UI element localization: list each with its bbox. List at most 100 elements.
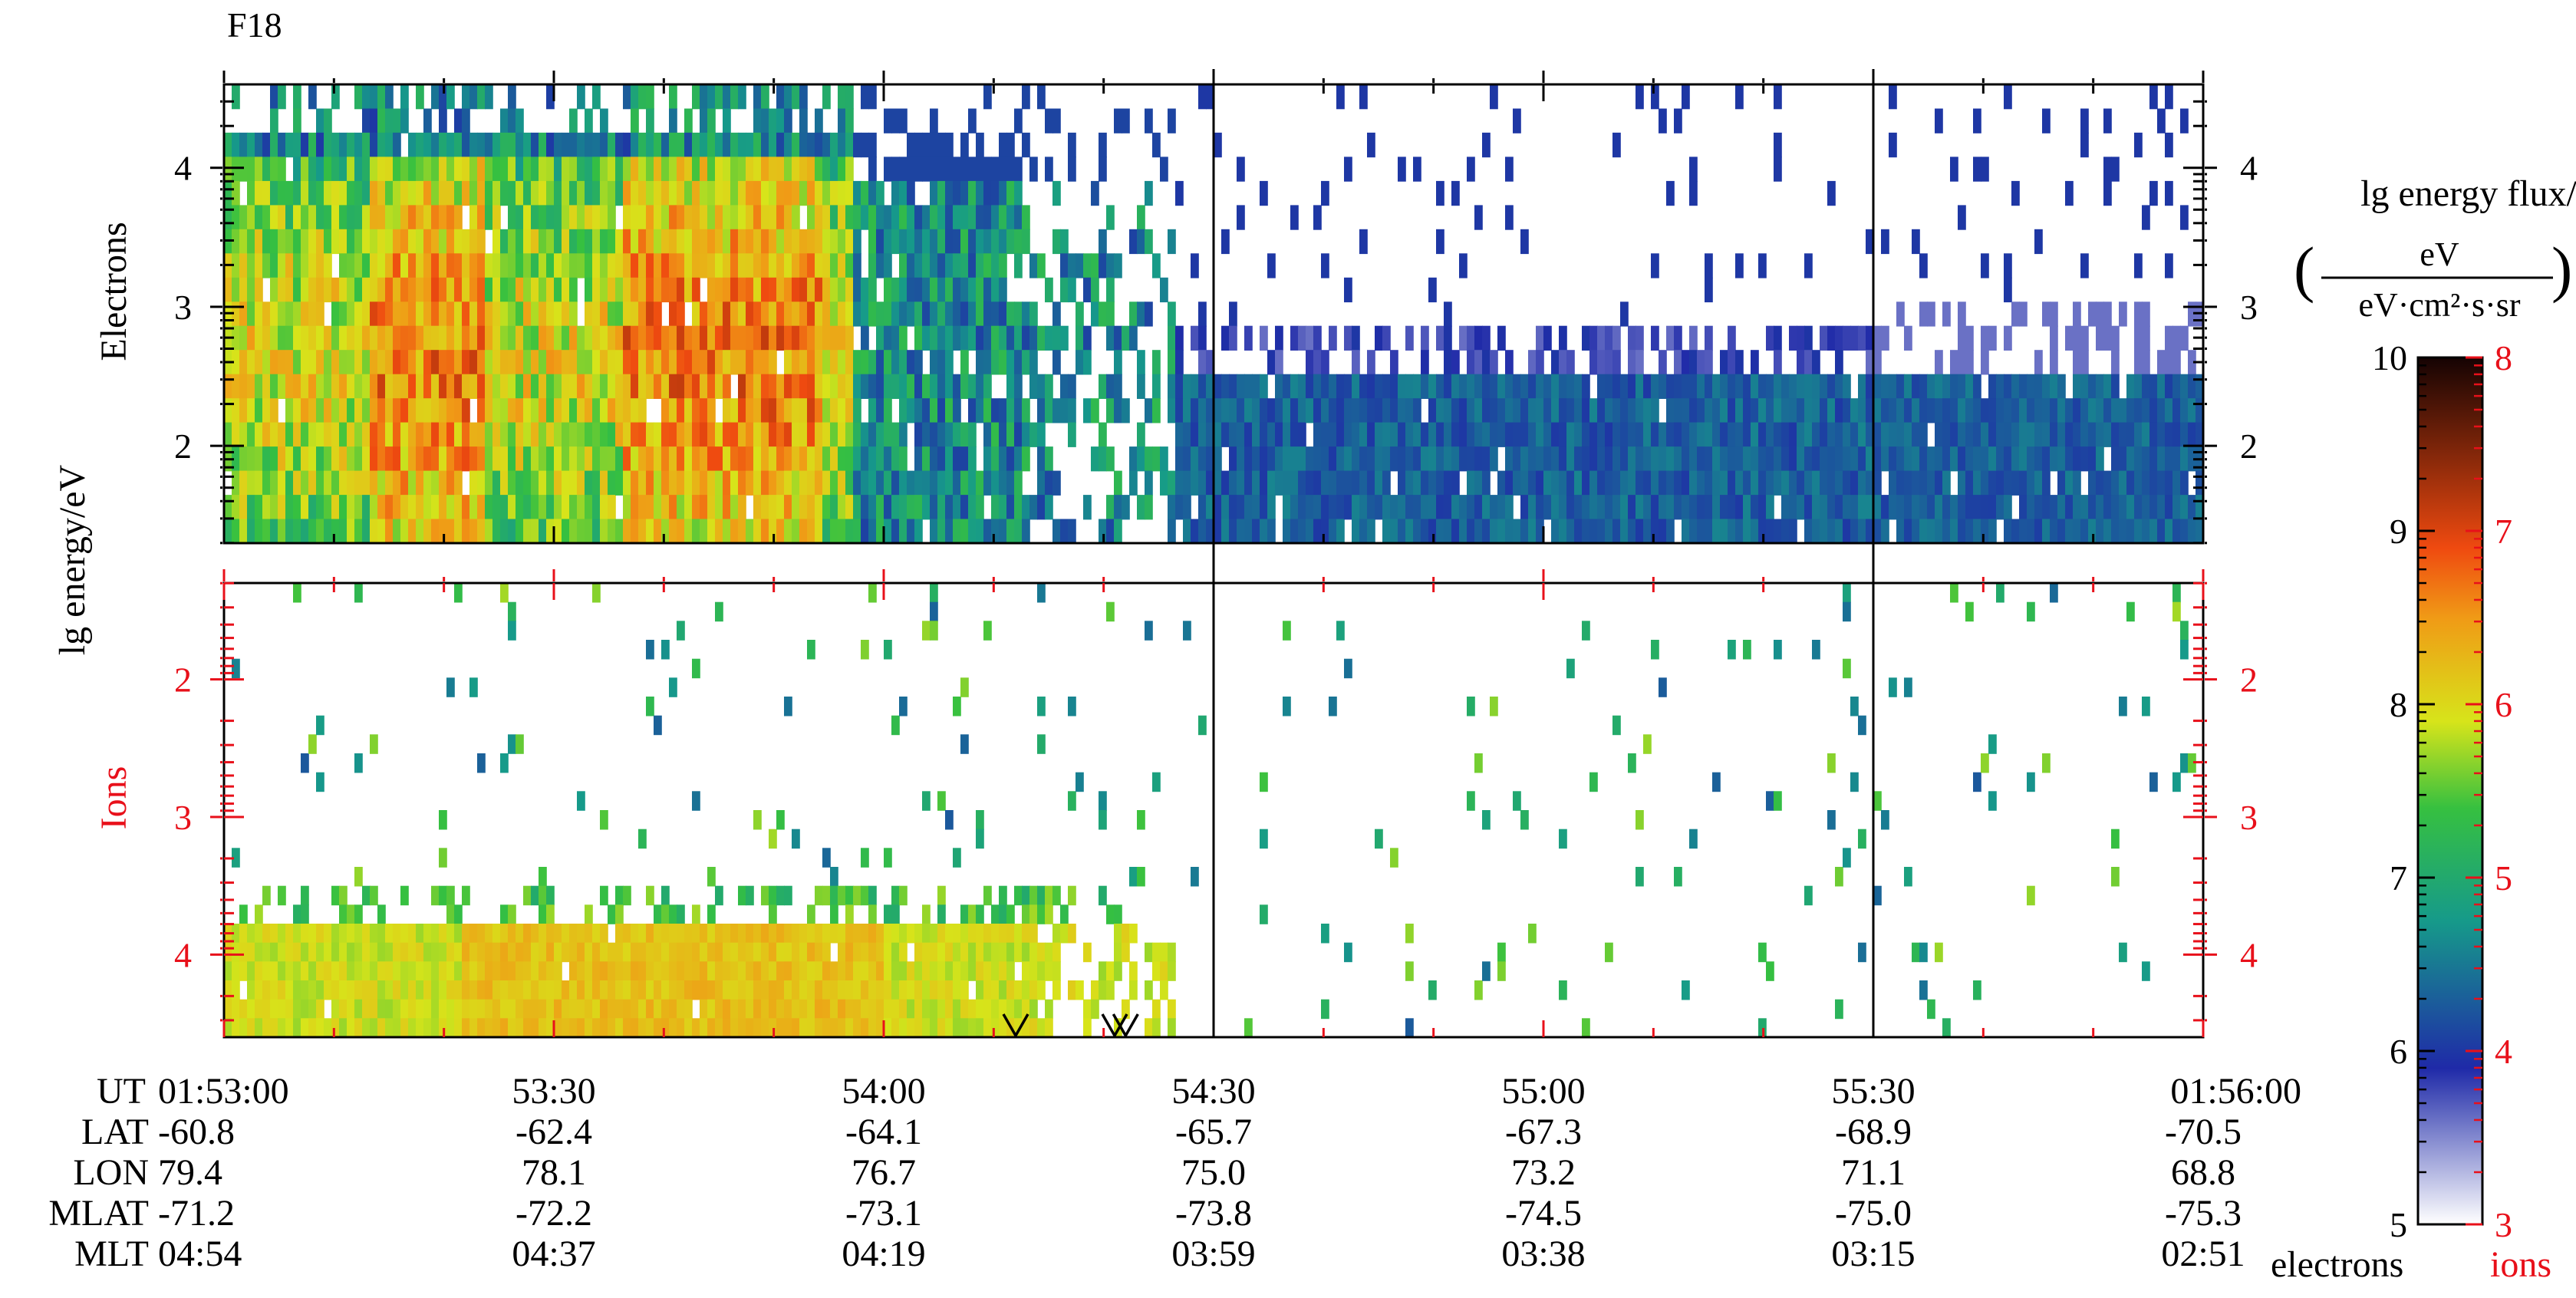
electron-cell — [2057, 519, 2066, 543]
electron-cell — [991, 229, 1000, 255]
ion-cell — [960, 677, 969, 697]
electron-cell — [830, 132, 838, 158]
electron-cell — [807, 495, 815, 520]
electron-cell — [930, 398, 938, 423]
electron-cell — [585, 398, 593, 423]
ion-cell — [761, 980, 769, 1000]
ephemeris-value: 02:51 — [2161, 1234, 2245, 1274]
electron-cell — [278, 470, 286, 496]
ion-cell — [1643, 734, 1652, 754]
electron-cell — [293, 446, 301, 472]
ion-cell — [1045, 961, 1053, 981]
electron-cell — [1237, 374, 1245, 399]
electron-cell — [1728, 519, 1736, 543]
electron-cell — [1344, 374, 1352, 399]
ion-cell — [707, 867, 716, 887]
electron-cell — [968, 374, 977, 399]
electron-cell — [554, 253, 562, 278]
ion-cell — [1482, 810, 1491, 830]
electron-cell — [1052, 301, 1061, 327]
ion-cell — [1068, 885, 1076, 906]
electron-cell — [400, 301, 409, 327]
electron-cell — [1528, 422, 1537, 447]
electron-cell — [807, 470, 815, 496]
electron-cell — [999, 446, 1007, 472]
electron-cell — [976, 519, 984, 543]
electron-cell — [945, 495, 954, 520]
ion-cell — [1321, 924, 1329, 944]
electron-cell — [393, 398, 401, 423]
ion-cell — [692, 791, 700, 811]
ion-cell — [792, 999, 800, 1020]
electron-cell — [1636, 374, 1644, 399]
electron-cell — [1597, 350, 1606, 375]
electron-cell — [1935, 519, 1943, 543]
ion-cell — [1850, 772, 1859, 792]
ion-cell — [531, 961, 539, 981]
ion-cell — [1006, 942, 1015, 963]
electron-cell — [1636, 398, 1644, 423]
electron-cell — [983, 253, 992, 278]
ion-cell — [922, 980, 931, 1000]
electron-cell — [2004, 84, 2012, 110]
electron-cell — [1198, 495, 1207, 520]
electron-cell — [853, 398, 861, 423]
electron-cell — [1858, 446, 1866, 472]
electron-cell — [1267, 422, 1276, 447]
electron-cell — [991, 180, 1000, 206]
electron-cell — [1735, 374, 1744, 399]
electron-cell — [477, 253, 486, 278]
electron-cell — [1206, 398, 1214, 423]
electron-cell — [1482, 422, 1491, 447]
electron-cell — [953, 495, 961, 520]
electron-cell — [1697, 470, 1705, 496]
electron-cell — [1405, 325, 1414, 351]
electron-cell — [853, 229, 861, 255]
ion-cell — [1029, 999, 1038, 1020]
electron-cell — [761, 519, 769, 543]
electron-cell — [1229, 519, 1237, 543]
electron-cell — [354, 229, 363, 255]
electron-cell — [1942, 301, 1951, 327]
electron-cell — [838, 253, 846, 278]
electron-cell — [815, 519, 823, 543]
electron-cell — [684, 422, 693, 447]
y-tick-label-right: 4 — [2240, 149, 2258, 188]
electron-cell — [1858, 374, 1866, 399]
electron-cell — [1881, 422, 1889, 447]
ion-cell — [1628, 753, 1636, 773]
electron-cell — [1321, 446, 1329, 472]
electron-cell — [1006, 398, 1015, 423]
ion-cell — [423, 980, 432, 1000]
electron-cell — [1428, 422, 1437, 447]
electron-cell — [331, 374, 340, 399]
electron-cell — [991, 156, 1000, 182]
electron-cell — [730, 205, 739, 230]
electron-cell — [2119, 301, 2127, 327]
electron-cell — [738, 156, 746, 182]
electron-cell — [646, 132, 654, 158]
electron-cell — [1873, 519, 1882, 543]
electron-cell — [385, 350, 394, 375]
electron-cell — [1145, 180, 1153, 206]
electron-cell — [377, 470, 386, 496]
electron-cell — [1643, 374, 1652, 399]
electron-cell — [2042, 495, 2051, 520]
ion-cell — [654, 715, 662, 736]
electron-cell — [914, 519, 923, 543]
ion-cell — [1405, 924, 1414, 944]
electron-cell — [1988, 495, 1997, 520]
electron-cell — [776, 301, 785, 327]
electron-cell — [1912, 470, 1920, 496]
ion-cell — [454, 583, 463, 603]
ion-cell — [278, 980, 286, 1000]
electron-cell — [1045, 470, 1053, 496]
electron-cell — [1168, 495, 1176, 520]
ion-cell — [769, 904, 777, 924]
electron-cell — [1198, 398, 1207, 423]
electron-cell — [1804, 325, 1813, 351]
electron-cell — [1214, 374, 1222, 399]
ion-cell — [301, 924, 309, 944]
electron-cell — [316, 108, 324, 133]
electron-cell — [1114, 108, 1122, 133]
